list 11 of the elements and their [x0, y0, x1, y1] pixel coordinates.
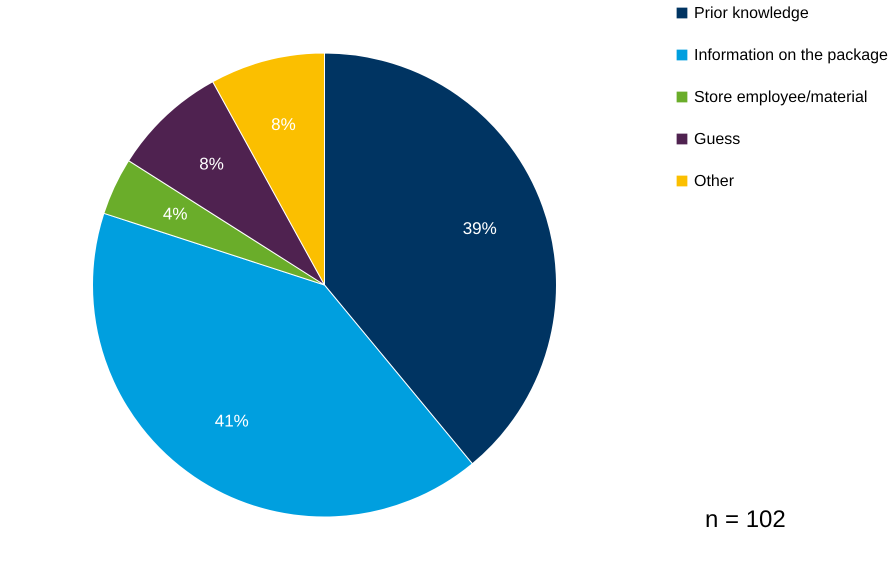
text: n = 102	[705, 506, 786, 533]
data-label: 39%	[462, 219, 497, 238]
data-label: 4%	[162, 204, 188, 224]
legend-label: Other	[694, 173, 735, 190]
data-label: 41%	[214, 411, 249, 430]
legend-label: Guess	[694, 131, 740, 148]
legend-label: Information on the package	[694, 47, 888, 64]
legend-label: Prior knowledge	[694, 5, 809, 22]
data-label: 8%	[199, 154, 224, 174]
legend-label: Store employee/material	[694, 89, 868, 106]
data-label: 8%	[271, 115, 296, 134]
